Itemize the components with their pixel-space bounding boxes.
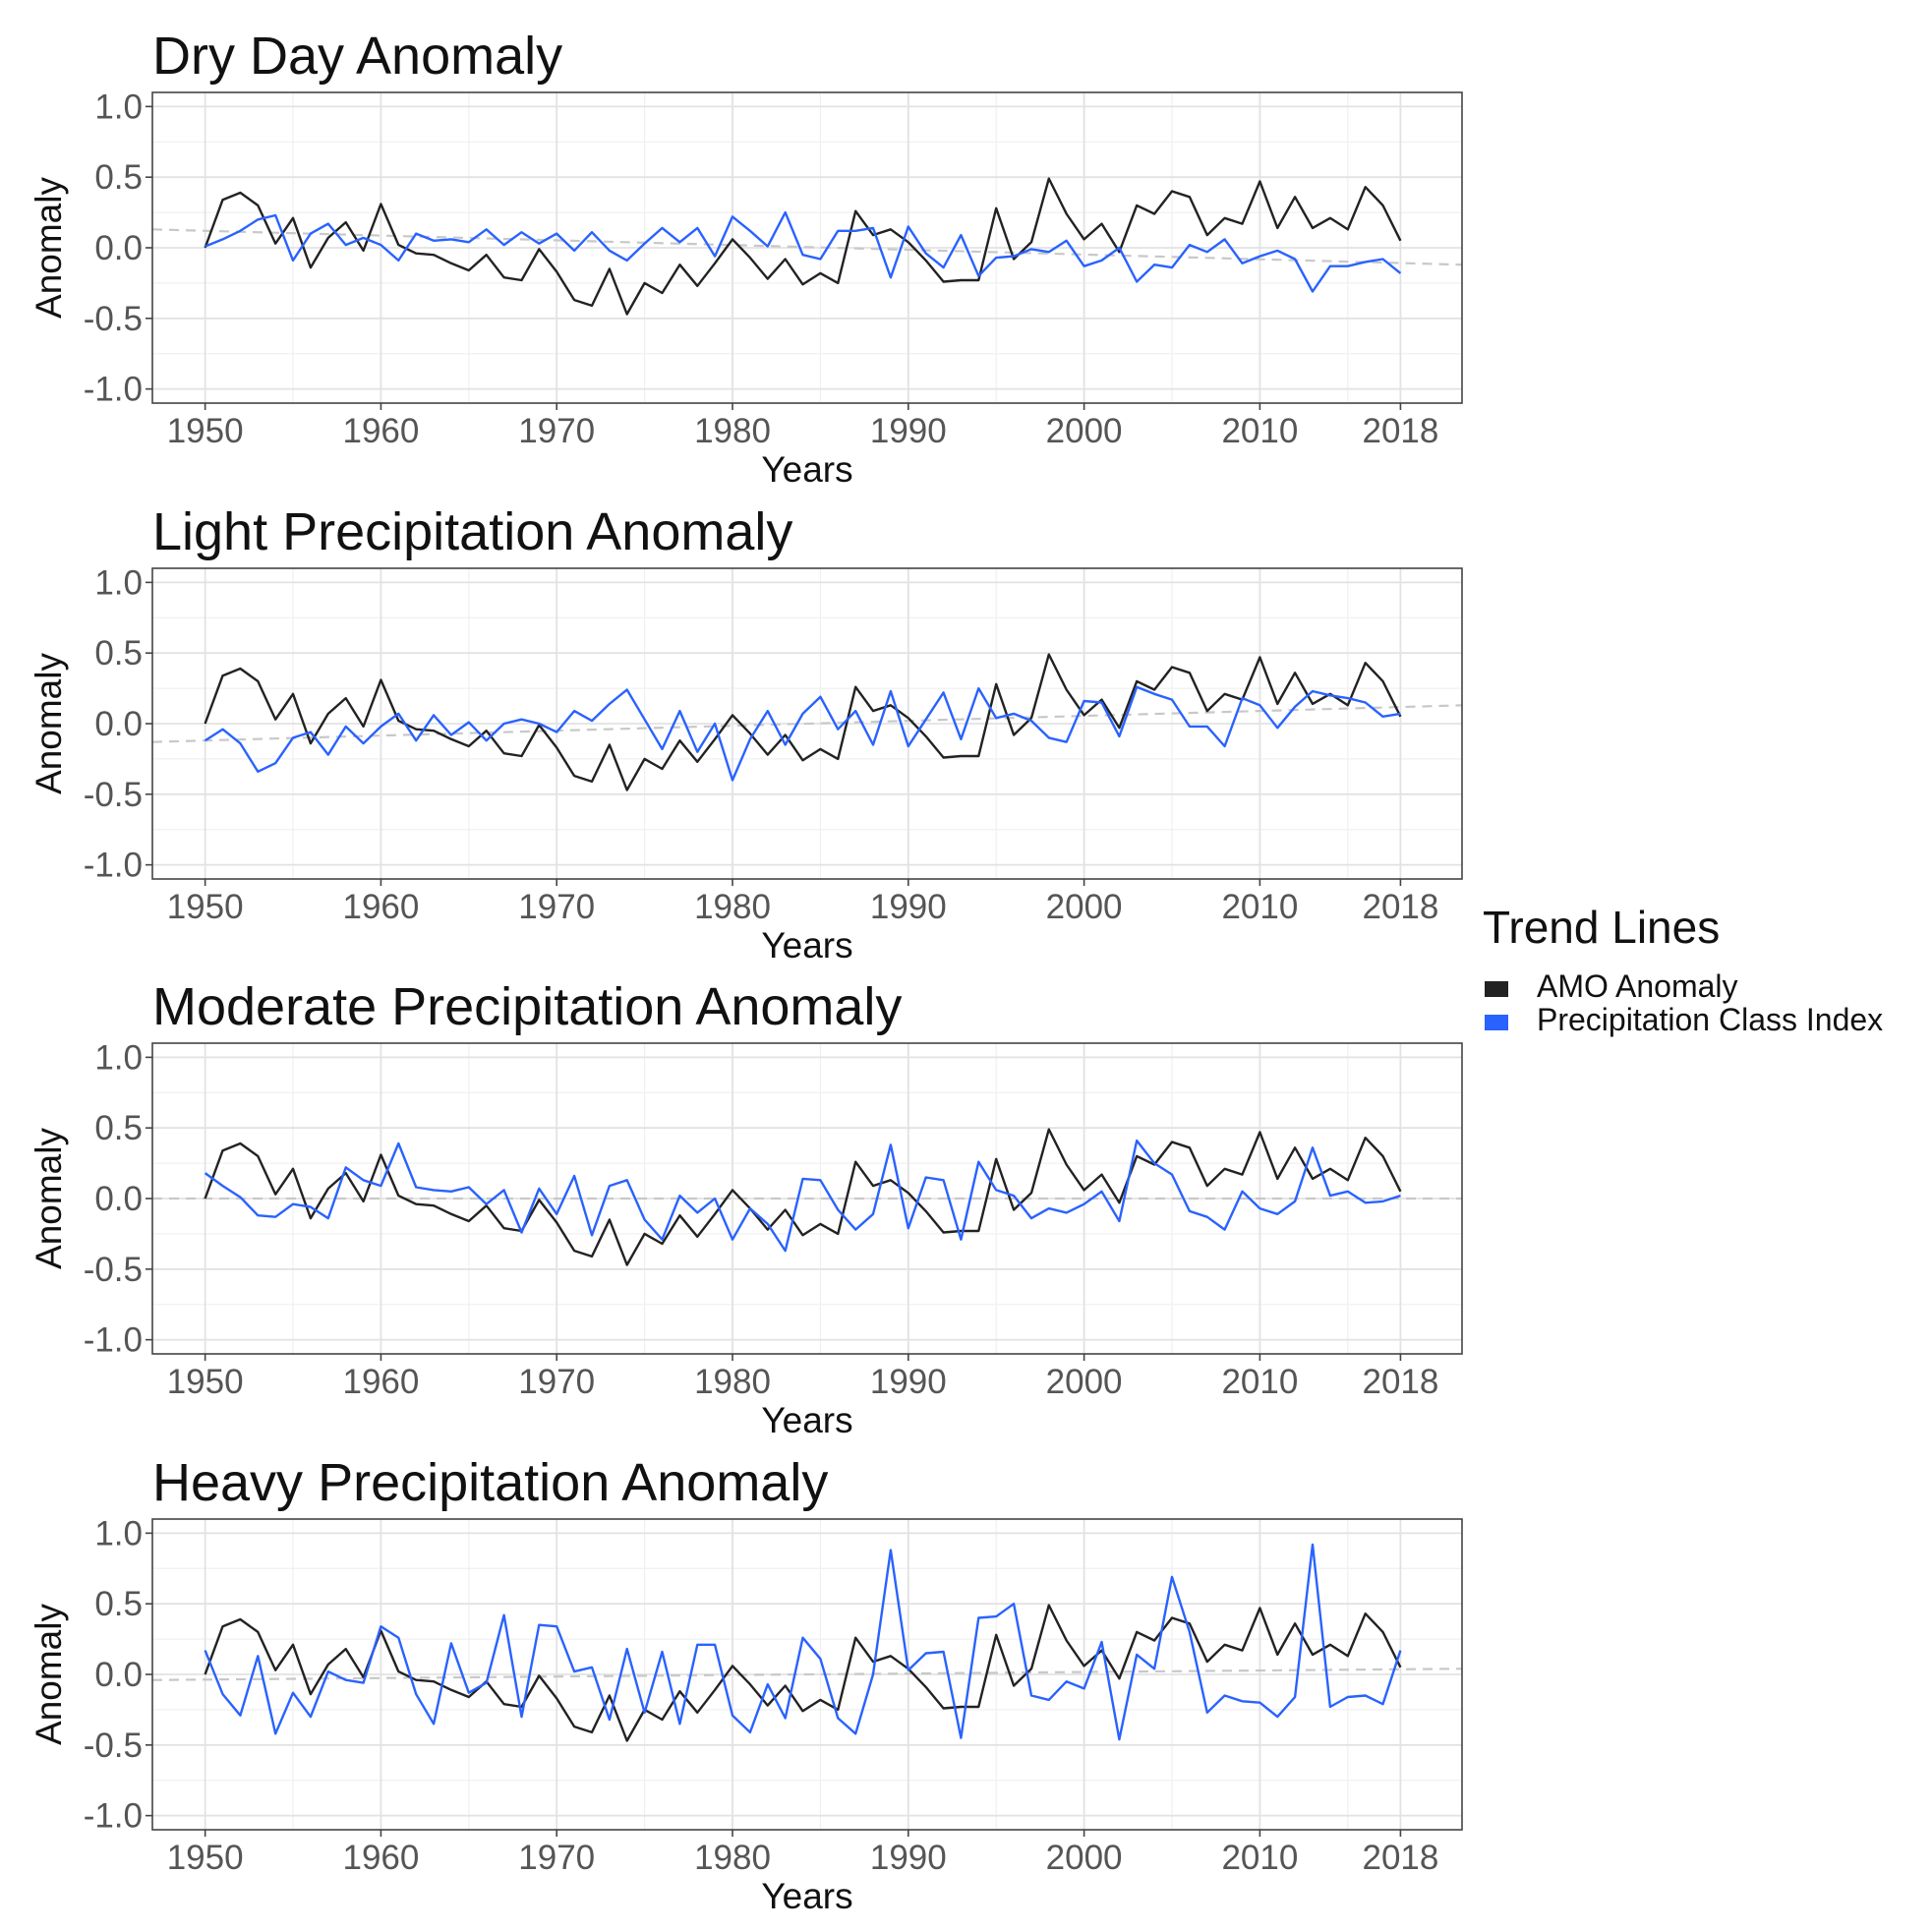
x-tick-label: 1990	[870, 412, 947, 450]
y-tick-label: 0.5	[94, 634, 143, 673]
dashed-trend-line	[151, 228, 1463, 266]
y-axis-title: Anomaly	[29, 653, 69, 794]
series-line-amo-anomaly	[204, 1604, 1402, 1742]
y-tick-label: 1.0	[94, 1514, 143, 1552]
y-tick-label: -1.0	[84, 1321, 143, 1360]
panel-title: Dry Day Anomaly	[152, 27, 562, 86]
y-tick-label: -1.0	[84, 847, 143, 885]
dashed-trend-line	[151, 1668, 1463, 1681]
x-tick-label: 1990	[870, 888, 947, 926]
x-tick-label: 2018	[1362, 888, 1438, 926]
y-tick-label: -0.5	[84, 1727, 143, 1765]
series-line-precipitation-class-index	[204, 1139, 1401, 1253]
series-line-amo-anomaly	[204, 1128, 1402, 1266]
x-tick-label: 1970	[518, 888, 595, 926]
x-tick-label: 2000	[1046, 1363, 1123, 1401]
x-tick-label: 1960	[342, 1839, 419, 1877]
x-tick-label: 1970	[518, 412, 595, 450]
y-tick-label: -0.5	[84, 1251, 143, 1289]
x-axis-title: Years	[761, 449, 852, 490]
x-tick-label: 1980	[694, 1839, 771, 1877]
legend-swatch-amo-anomaly	[1485, 981, 1508, 997]
x-tick-label: 1960	[342, 888, 419, 926]
x-tick-label: 1970	[518, 1363, 595, 1401]
x-tick-label: 2010	[1221, 888, 1298, 926]
y-tick-label: -1.0	[84, 371, 143, 409]
y-tick-label: 0.0	[94, 1180, 143, 1218]
x-axis-title: Years	[761, 925, 852, 966]
x-tick-label: 2000	[1046, 888, 1123, 926]
y-tick-label: 1.0	[94, 1038, 143, 1077]
x-tick-label: 1960	[342, 1363, 419, 1401]
series-line-precipitation-class-index	[204, 1543, 1402, 1741]
legend-swatch-precipitation-class-index	[1485, 1015, 1508, 1030]
y-tick-label: -0.5	[84, 776, 143, 814]
y-axis-title: Anomaly	[29, 177, 69, 319]
x-tick-label: 2010	[1221, 412, 1298, 450]
x-tick-label: 2018	[1362, 412, 1438, 450]
y-tick-label: 0.0	[94, 705, 143, 743]
panel-title: Heavy Precipitation Anomaly	[152, 1453, 828, 1512]
y-axis-title: Anomaly	[29, 1604, 69, 1745]
y-tick-label: 0.0	[94, 229, 143, 267]
series-line-precipitation-class-index	[205, 210, 1402, 293]
y-tick-label: 0.5	[94, 158, 143, 197]
x-tick-label: 1950	[167, 1363, 244, 1401]
x-tick-label: 1980	[694, 1363, 771, 1401]
x-tick-label: 1990	[870, 1839, 947, 1877]
panel-title: Light Precipitation Anomaly	[152, 502, 792, 561]
y-tick-label: 1.0	[94, 563, 143, 602]
x-tick-label: 2010	[1221, 1839, 1298, 1877]
y-tick-label: -0.5	[84, 300, 143, 338]
x-tick-label: 2000	[1046, 412, 1123, 450]
y-tick-label: 1.0	[94, 88, 143, 126]
y-tick-label: 0.5	[94, 1585, 143, 1623]
x-tick-label: 1950	[167, 412, 244, 450]
x-tick-label: 2010	[1221, 1363, 1298, 1401]
y-tick-label: 0.0	[94, 1656, 143, 1694]
y-tick-label: 0.5	[94, 1109, 143, 1147]
legend-label-amo-anomaly: AMO Anomaly	[1537, 968, 1738, 1004]
x-tick-label: 1990	[870, 1363, 947, 1401]
legend-title: Trend Lines	[1483, 902, 1720, 953]
series-line-amo-anomaly	[204, 177, 1402, 316]
legend-label-precipitation-class-index: Precipitation Class Index	[1537, 1002, 1883, 1037]
y-axis-title: Anomaly	[29, 1128, 69, 1269]
x-tick-label: 1950	[167, 888, 244, 926]
y-tick-label: -1.0	[84, 1797, 143, 1836]
x-axis-title: Years	[761, 1400, 852, 1440]
x-tick-label: 1960	[342, 412, 419, 450]
x-tick-label: 2018	[1362, 1363, 1438, 1401]
x-tick-label: 2018	[1362, 1839, 1438, 1877]
x-axis-title: Years	[761, 1876, 852, 1916]
x-tick-label: 1980	[694, 888, 771, 926]
x-tick-label: 1970	[518, 1839, 595, 1877]
x-tick-label: 1950	[167, 1839, 244, 1877]
x-tick-label: 1980	[694, 412, 771, 450]
x-tick-label: 2000	[1046, 1839, 1123, 1877]
series-line-precipitation-class-index	[204, 685, 1401, 782]
panel-title: Moderate Precipitation Anomaly	[152, 977, 902, 1036]
